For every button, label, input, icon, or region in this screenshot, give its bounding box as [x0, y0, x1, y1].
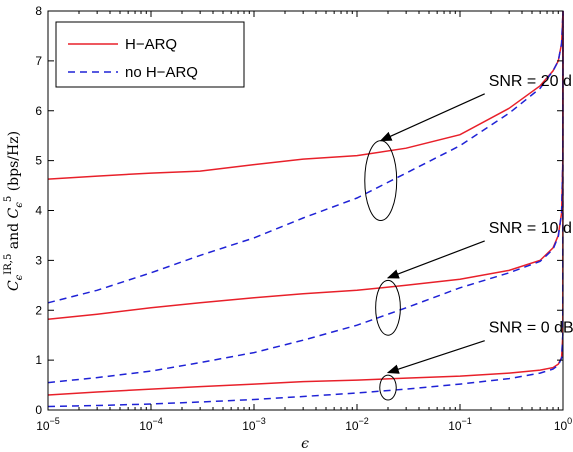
- y-tick-label: 7: [35, 54, 42, 68]
- y-tick-label: 6: [35, 104, 42, 118]
- annotation-label: SNR = 0 dB: [489, 320, 573, 337]
- y-tick-label: 5: [35, 154, 42, 168]
- tick-layer: 10−5 10−4 10−3 10−2 10−1 100 0 1 2 3 4 5 6 7 8: [35, 4, 572, 433]
- svg-text:CϵIR,5 and Cϵ5 (bps/Hz): CϵIR,5 and Cϵ5 (bps/Hz): [3, 131, 25, 291]
- annotation-label: SNR = 10 dB: [489, 220, 573, 237]
- x-tick-label: 100: [554, 416, 572, 433]
- series-line-no-h-arq-10dB: [47, 10, 564, 384]
- annotation-layer: SNR = 20 dB SNR = 10 dB SNR = 0 dB: [364, 73, 573, 401]
- y-tick-label: 3: [35, 253, 42, 267]
- y-tick-label: 8: [35, 4, 42, 18]
- x-tick-label: 10−3: [242, 416, 266, 433]
- x-tick-label: 10−2: [345, 416, 369, 433]
- annotation-label: SNR = 20 dB: [489, 73, 573, 90]
- legend-label-h-arq: H−ARQ: [125, 36, 177, 53]
- annotation-ellipse: [379, 374, 397, 401]
- annotation-arrow: [386, 240, 485, 279]
- y-axis-label: CϵIR,5 and Cϵ5 (bps/Hz): [3, 131, 25, 291]
- x-tick-label: 10−4: [139, 416, 163, 433]
- series-line-no-h-arq-20dB: [47, 10, 564, 304]
- annotation-arrow: [386, 340, 485, 374]
- y-tick-label: 0: [35, 403, 42, 417]
- y-tick-label: 4: [35, 204, 42, 218]
- x-axis-label: ϵ: [301, 436, 309, 452]
- legend-label-no-h-arq: no H−ARQ: [125, 64, 198, 81]
- x-tick-label: 10−1: [448, 416, 472, 433]
- x-tick-label: 10−5: [36, 416, 60, 433]
- series-layer: [47, 10, 564, 408]
- annotation-arrow: [379, 93, 485, 142]
- y-tick-label: 1: [35, 353, 42, 367]
- series-line-no-h-arq-0dB: [47, 10, 564, 408]
- legend-box: [55, 21, 245, 88]
- legend: H−ARQ no H−ARQ: [55, 21, 245, 88]
- y-tick-label: 2: [35, 303, 42, 317]
- annotation-ellipse: [375, 279, 401, 336]
